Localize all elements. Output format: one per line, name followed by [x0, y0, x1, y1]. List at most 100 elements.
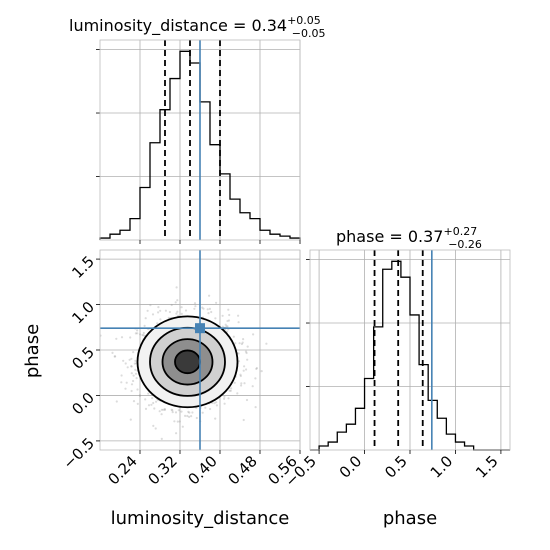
sample-point [226, 319, 229, 323]
sample-point [237, 321, 240, 324]
sample-point [157, 311, 160, 314]
sample-point [242, 418, 245, 422]
sample-point [255, 367, 258, 370]
sample-point [136, 329, 139, 332]
sample-point [180, 306, 183, 309]
sample-point [240, 382, 243, 385]
sample-point [245, 398, 249, 402]
sample-point [160, 413, 163, 416]
sample-point [213, 402, 216, 405]
sample-point [126, 366, 129, 369]
sample-point [171, 411, 174, 414]
sample-point [142, 334, 145, 337]
sample-point [227, 308, 230, 311]
sample-point [151, 313, 155, 316]
sample-point [221, 314, 224, 317]
sample-point [163, 408, 166, 411]
phase-title: phase = 0.37+0.27 −0.26 [336, 225, 482, 251]
sample-point [132, 379, 135, 383]
sample-point [130, 365, 133, 368]
sample-point [195, 416, 198, 420]
sample-point [168, 310, 171, 314]
truth-marker [195, 323, 205, 334]
sample-point [246, 358, 249, 361]
sample-point [238, 342, 241, 345]
sample-point [244, 350, 248, 353]
sample-point [160, 437, 163, 440]
sample-point [175, 432, 178, 435]
sample-point [177, 409, 180, 412]
sample-point [136, 332, 139, 335]
luminosity-distance-xticklabel-2: 0.40 [184, 452, 220, 488]
sample-point [240, 384, 243, 387]
sample-point [201, 306, 204, 309]
sample-point [207, 312, 210, 315]
sample-point [134, 372, 138, 375]
sample-point [129, 336, 132, 339]
sample-point [190, 415, 193, 418]
sample-point [187, 410, 190, 413]
sample-point [178, 420, 181, 423]
sample-point [162, 408, 165, 411]
phase-yticklabel-3: 1.0 [68, 298, 98, 328]
sample-point [144, 398, 147, 401]
sample-point [204, 406, 207, 409]
sample-point [144, 407, 148, 410]
sample-point [240, 342, 243, 346]
sample-point [186, 414, 189, 418]
sample-point [175, 286, 178, 289]
sample-point [242, 338, 245, 341]
y-axis-label-phase: phase [22, 324, 43, 378]
phase-xticklabel-2: 0.5 [381, 452, 411, 482]
density-content [100, 286, 268, 440]
sample-point [215, 301, 218, 304]
sample-point [153, 407, 156, 410]
sample-point [125, 381, 128, 384]
sample-point [188, 411, 191, 414]
sample-point [237, 314, 240, 317]
sample-point [122, 359, 125, 362]
sample-point [252, 333, 255, 336]
sample-point [159, 309, 162, 312]
sample-point [136, 402, 139, 405]
sample-point [201, 411, 204, 414]
sample-point [164, 309, 167, 312]
sample-point [130, 383, 134, 386]
sample-point [152, 401, 155, 405]
luminosity-distance-xticklabel-3: 0.48 [224, 452, 260, 488]
sample-point [130, 389, 133, 393]
sample-point [138, 394, 141, 397]
sample-point [156, 322, 159, 325]
sample-point [124, 362, 127, 365]
sample-point [180, 410, 183, 413]
sample-point [237, 360, 241, 363]
sample-point [223, 397, 226, 400]
phase-histogram-panel: −0.5 0.0 0.5 1.0 1.5 [281, 249, 511, 491]
sample-point [243, 365, 246, 368]
luminosity-distance-histogram-panel [96, 39, 301, 244]
density-fill-3 [175, 350, 200, 374]
sample-point [173, 420, 176, 423]
sample-point [209, 407, 212, 411]
sample-point [233, 381, 236, 384]
sample-point [130, 357, 133, 360]
sample-point [265, 342, 268, 345]
sample-point [215, 404, 218, 407]
sample-point [132, 374, 135, 377]
phase-hist-grid [310, 250, 510, 450]
sample-point [159, 318, 162, 321]
sample-point [144, 317, 147, 320]
sample-point [130, 372, 133, 375]
sample-point [176, 299, 179, 302]
phase-xticklabel-3: 1.0 [427, 452, 457, 482]
sample-point [202, 307, 205, 310]
sample-point [175, 312, 178, 315]
sample-point [228, 313, 231, 317]
sample-point [254, 377, 257, 380]
sample-point [151, 397, 154, 400]
sample-point [191, 411, 194, 414]
sample-point [180, 312, 183, 315]
sample-point [228, 389, 231, 392]
sample-point [208, 294, 211, 297]
sample-point [254, 406, 257, 409]
